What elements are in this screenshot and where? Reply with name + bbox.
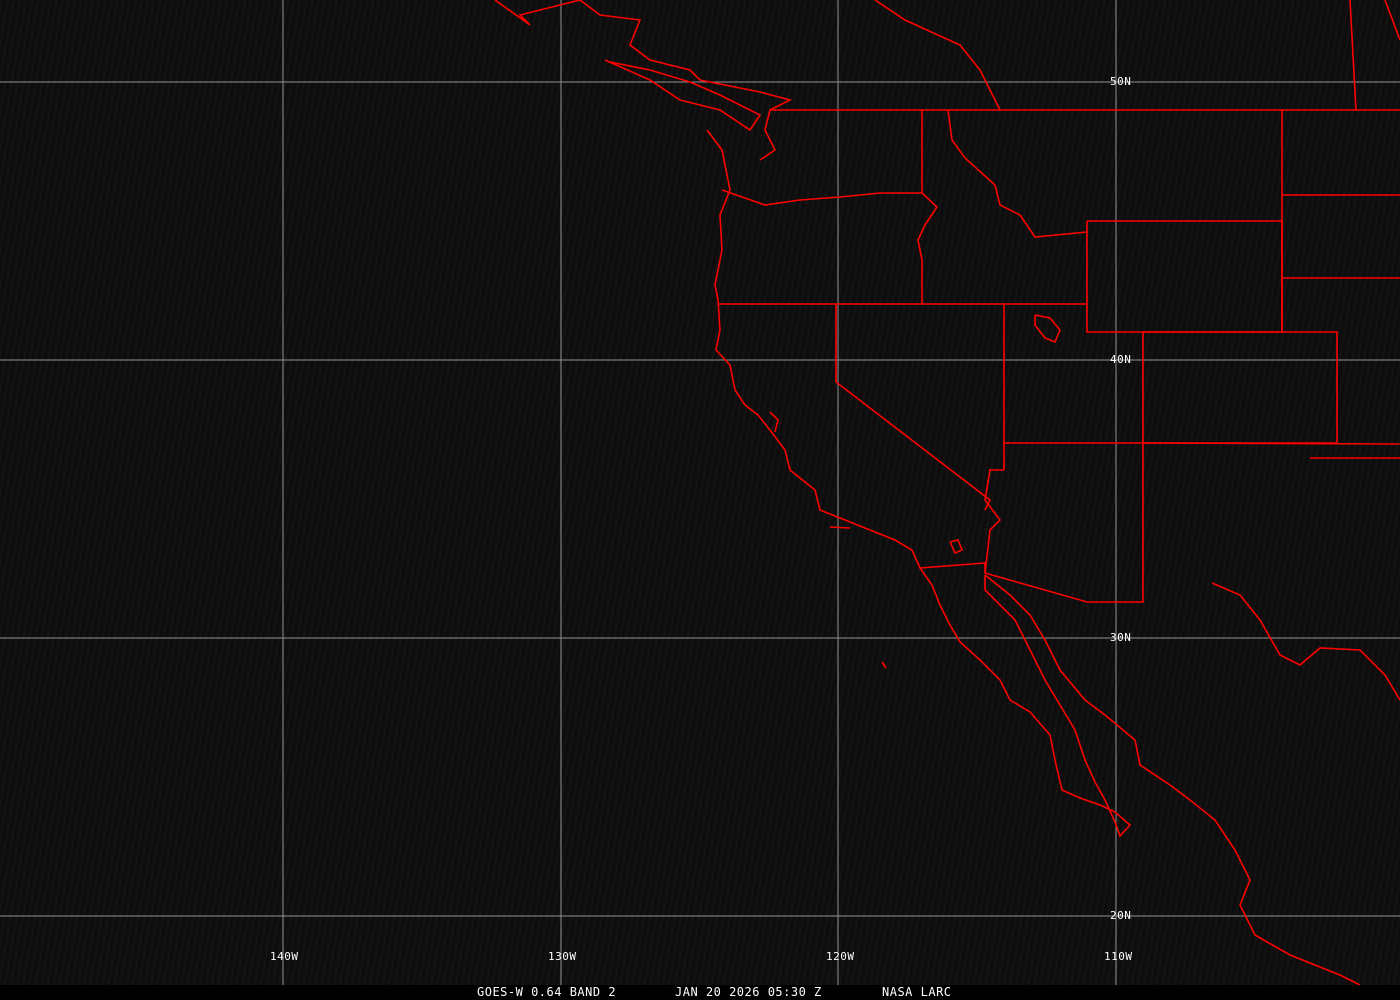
- border-wa-or: [721, 189, 922, 206]
- border-nm: [1142, 442, 1400, 445]
- border-id-mt: [947, 109, 1088, 238]
- guadalupe-island: [881, 661, 887, 669]
- coastline-british-columbia: [494, 0, 793, 161]
- image-caption: GOES-W 0.64 BAND 2 JAN 20 2026 05:30 Z N…: [0, 985, 1400, 1000]
- border-ut: [1004, 221, 1144, 444]
- great-salt-lake: [1034, 314, 1061, 344]
- caption-datetime: JAN 20 2026 05:30 Z: [675, 985, 822, 999]
- lon-label-120w: 120W: [826, 950, 855, 963]
- political-borders: [494, 0, 1400, 986]
- border-or-id: [917, 192, 939, 304]
- lat-label-50n: 50N: [1110, 75, 1132, 88]
- coastline-pacific: [706, 129, 1132, 838]
- lon-label-130w: 130W: [548, 950, 577, 963]
- caption-satellite: GOES-W 0.64 BAND 2: [477, 985, 617, 999]
- coastline-gulf: [1211, 582, 1400, 701]
- border-az: [984, 443, 1144, 603]
- canada-coast-north: [874, 0, 1001, 111]
- vancouver-island: [604, 59, 762, 132]
- lat-label-20n: 20N: [1110, 909, 1132, 922]
- channel-islands: [829, 526, 851, 529]
- border-ca-mexico: [919, 562, 986, 573]
- lat-label-30n: 30N: [1110, 631, 1132, 644]
- lat-label-40n: 40N: [1110, 353, 1132, 366]
- coastline-mexico-mainland: [984, 574, 1361, 986]
- border-manitoba: [1349, 0, 1357, 111]
- border-co: [1143, 331, 1338, 444]
- border-manitoba-ontario: [1384, 0, 1400, 41]
- sf-bay: [769, 411, 779, 433]
- caption-source: NASA LARC: [882, 985, 952, 999]
- lon-label-140w: 140W: [270, 950, 299, 963]
- border-ca-nv: [835, 304, 992, 511]
- salton-sea: [949, 539, 964, 555]
- lon-label-110w: 110W: [1104, 950, 1133, 963]
